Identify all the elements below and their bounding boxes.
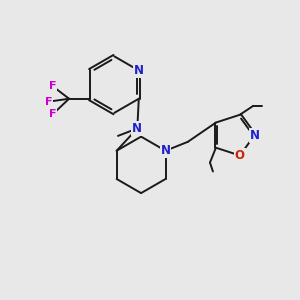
Text: N: N (160, 144, 170, 157)
Text: F: F (49, 81, 56, 91)
Text: F: F (44, 97, 52, 107)
Text: N: N (134, 64, 144, 77)
Text: O: O (235, 149, 245, 162)
Text: N: N (250, 129, 260, 142)
Text: F: F (49, 109, 56, 119)
Text: N: N (132, 122, 142, 135)
